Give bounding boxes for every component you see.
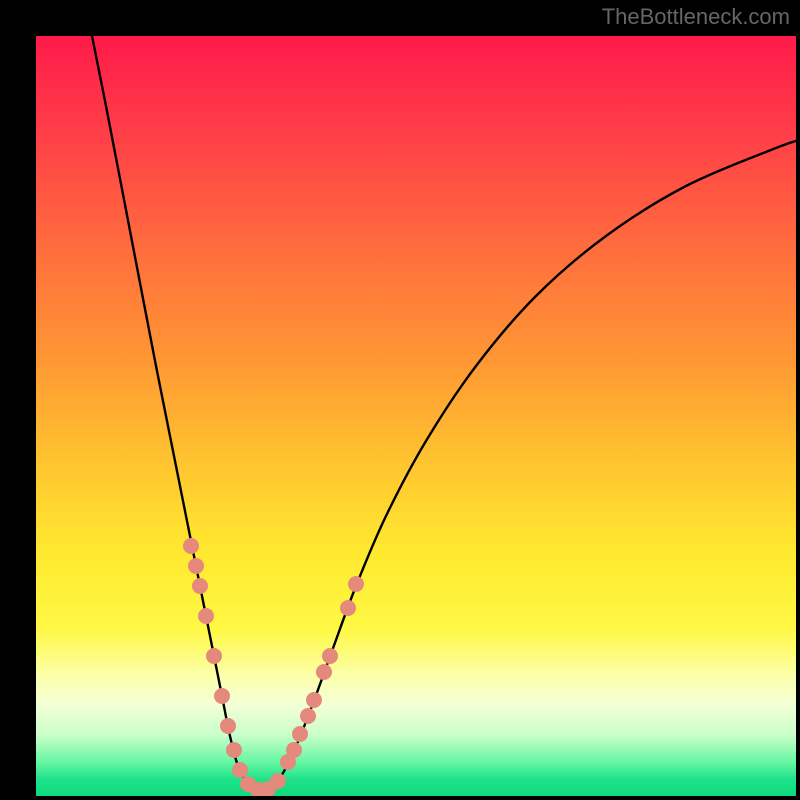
data-marker — [348, 576, 364, 592]
data-marker — [206, 648, 222, 664]
data-marker — [183, 538, 199, 554]
data-marker — [316, 664, 332, 680]
data-marker — [214, 688, 230, 704]
watermark-text: TheBottleneck.com — [602, 4, 790, 30]
data-marker — [270, 773, 286, 789]
data-marker — [226, 742, 242, 758]
data-marker — [220, 718, 236, 734]
data-marker — [198, 608, 214, 624]
data-marker — [306, 692, 322, 708]
curve-layer — [36, 36, 796, 796]
data-marker — [340, 600, 356, 616]
data-marker — [232, 762, 248, 778]
data-markers — [183, 538, 364, 796]
data-marker — [188, 558, 204, 574]
data-marker — [292, 726, 308, 742]
bottleneck-curve — [88, 36, 796, 791]
data-marker — [286, 742, 302, 758]
data-marker — [192, 578, 208, 594]
data-marker — [322, 648, 338, 664]
plot-area — [36, 36, 796, 796]
data-marker — [300, 708, 316, 724]
